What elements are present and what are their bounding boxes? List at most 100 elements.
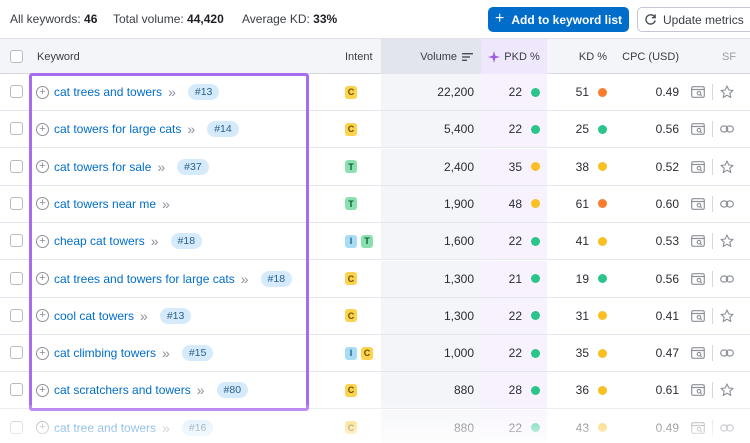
add-to-keyword-list-button[interactable]: + Add to keyword list [488,7,629,32]
add-circle-icon[interactable]: + [36,197,49,211]
double-chevron-icon[interactable]: » [157,158,166,175]
double-chevron-icon[interactable]: » [162,419,170,436]
column-header-keyword[interactable]: Keyword [37,39,80,74]
volume-value: 1,000 [443,346,474,361]
select-all-checkbox[interactable] [10,50,23,63]
add-circle-icon[interactable]: + [36,272,49,285]
update-metrics-button[interactable]: Update metrics [637,7,750,32]
serp-position-badge: #37 [177,158,209,175]
pkd-cell: 48 [481,185,547,222]
keyword-cell: + cat towers for sale » #37 [36,149,209,185]
keyword-link[interactable]: cat scratchers and towers [54,383,191,398]
add-circle-icon[interactable]: + [36,346,49,360]
column-header-intent[interactable]: Intent [345,39,373,74]
serp-preview-icon[interactable] [690,74,706,110]
volume-cell: 880 [381,372,481,409]
column-header-kd[interactable]: KD % [547,39,607,74]
serp-preview-icon[interactable] [690,223,706,259]
link-icon[interactable] [719,186,735,222]
star-icon[interactable] [719,298,735,334]
double-chevron-icon[interactable]: » [187,121,196,138]
pkd-cell: 28 [481,372,547,409]
double-chevron-icon[interactable]: » [140,307,148,324]
kd-cell: 31 [547,298,609,334]
star-icon[interactable] [719,74,735,110]
row-checkbox[interactable] [10,234,23,248]
keyword-link[interactable]: cat towers for large cats [54,122,182,137]
serp-preview-icon[interactable] [690,298,706,334]
keyword-link[interactable]: cat trees and towers [54,85,163,99]
serp-position-badge: #16 [181,419,214,436]
keyword-link[interactable]: cat towers near me [54,196,157,211]
cpc-header-label: CPC (USD) [622,50,679,63]
pkd-cell: 22 [481,223,547,260]
row-checkbox[interactable] [10,308,23,322]
serp-preview-icon[interactable] [690,149,706,185]
volume-cell: 22,200 [381,74,481,110]
double-chevron-icon[interactable]: » [196,382,205,399]
kd-difficulty-dot [598,423,607,433]
add-circle-icon[interactable]: + [36,383,49,397]
intent-cell: C [345,74,361,110]
serp-preview-icon[interactable] [690,261,706,297]
keyword-link[interactable]: cat climbing towers [54,346,157,361]
add-circle-icon[interactable]: + [36,122,49,136]
pkd-difficulty-dot [531,162,540,172]
keyword-link[interactable]: cat trees and towers for large cats [54,271,235,286]
pkd-cell: 21 [481,260,547,297]
double-chevron-icon[interactable]: » [150,233,159,250]
average-kd-stat: Average KD: 33% [242,12,337,26]
table-row: + cool cat towers » #13 C 1,300 22 31 0.41 [0,297,750,335]
link-icon[interactable] [719,335,735,371]
row-checkbox[interactable] [10,346,23,360]
row-checkbox[interactable] [10,159,23,173]
table-row: + cat trees and towers for large cats » #18… [0,260,750,298]
keyword-link[interactable]: cheap cat towers [54,234,145,249]
star-icon[interactable] [719,149,735,185]
double-chevron-icon[interactable]: » [240,270,249,287]
cpc-cell: 0.53 [607,223,679,259]
add-circle-icon[interactable]: + [36,309,49,323]
link-icon[interactable] [719,111,735,147]
add-circle-icon[interactable]: + [36,234,49,248]
kd-difficulty-dot [598,87,607,97]
serp-preview-icon[interactable] [690,372,706,408]
kd-value: 35 [575,346,589,361]
row-checkbox[interactable] [10,85,23,98]
row-checkbox[interactable] [10,420,23,434]
keyword-link[interactable]: cool cat towers [54,308,135,323]
column-header-cpc[interactable]: CPC (USD) [607,39,679,74]
add-circle-icon[interactable]: + [36,85,49,99]
serp-preview-icon[interactable] [690,335,706,371]
column-header-sf[interactable]: SF [722,39,736,74]
row-checkbox[interactable] [10,196,23,210]
volume-header-label: Volume [420,50,457,63]
row-checkbox[interactable] [10,122,23,136]
all-keywords-value: 46 [84,12,98,26]
volume-value: 880 [453,420,474,435]
double-chevron-icon[interactable]: » [162,345,170,362]
serp-preview-icon[interactable] [690,186,706,222]
serp-preview-icon[interactable] [690,410,706,443]
action-separator [712,382,713,399]
pkd-difficulty-dot [531,199,540,209]
cpc-value: 0.61 [655,383,679,398]
keyword-link[interactable]: cat tree and towers [54,420,157,435]
link-icon[interactable] [719,261,735,297]
kd-cell: 51 [547,74,609,110]
star-icon[interactable] [719,223,735,259]
table-row: + cat towers for large cats » #14 C 5,400 22 25… [0,111,750,149]
double-chevron-icon[interactable]: » [168,84,176,100]
add-circle-icon[interactable]: + [36,160,49,174]
star-icon[interactable] [719,372,735,408]
column-header-pkd[interactable]: PKD % [481,39,547,74]
add-circle-icon[interactable]: + [36,421,49,435]
serp-preview-icon[interactable] [690,111,706,147]
keyword-link[interactable]: cat towers for sale [54,159,152,174]
intent-cell: T [345,149,361,185]
double-chevron-icon[interactable]: » [162,195,170,212]
row-checkbox[interactable] [10,271,23,285]
link-icon[interactable] [719,410,735,443]
row-checkbox[interactable] [10,383,23,397]
column-header-volume[interactable]: Volume [381,39,481,74]
